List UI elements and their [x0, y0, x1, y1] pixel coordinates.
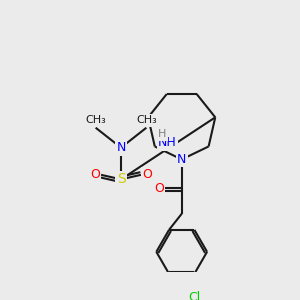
Text: NH: NH	[158, 136, 177, 149]
Text: CH₃: CH₃	[85, 116, 106, 125]
Text: H: H	[158, 129, 166, 140]
Text: O: O	[90, 168, 100, 181]
Text: CH₃: CH₃	[136, 116, 157, 125]
Text: N: N	[116, 141, 126, 154]
Text: S: S	[117, 172, 125, 186]
Text: N: N	[177, 153, 186, 166]
Text: Cl: Cl	[188, 291, 200, 300]
Text: O: O	[154, 182, 164, 195]
Text: O: O	[142, 168, 152, 181]
